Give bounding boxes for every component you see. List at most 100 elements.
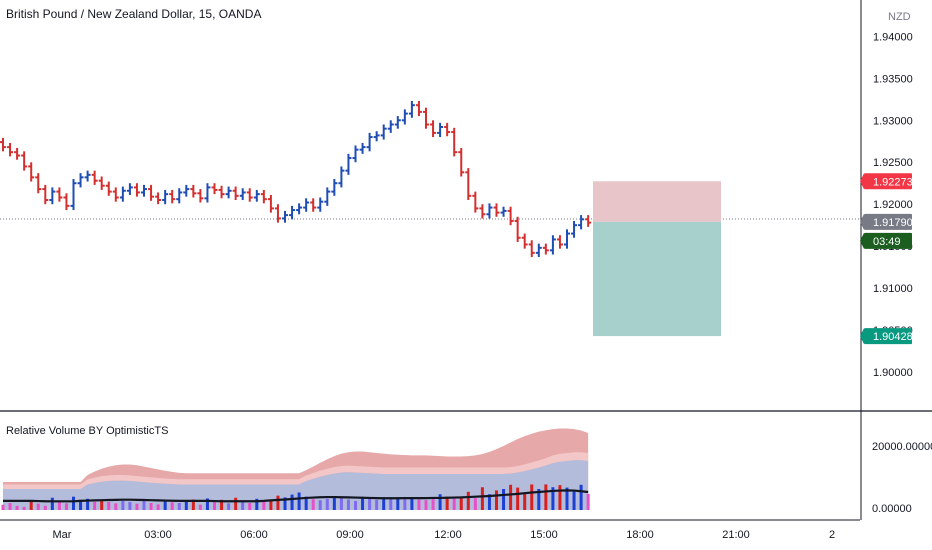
volume-bar bbox=[297, 492, 301, 510]
volume-bar bbox=[184, 500, 188, 510]
price-bar bbox=[296, 203, 303, 215]
volume-bar bbox=[86, 498, 90, 510]
price-bar bbox=[119, 186, 126, 202]
svg-text:1.91790: 1.91790 bbox=[873, 217, 913, 229]
indicator-pane[interactable]: Relative Volume BY OptimisticTS 20000.00… bbox=[1, 425, 932, 515]
short-position-tool[interactable] bbox=[593, 181, 721, 337]
price-bar bbox=[387, 120, 394, 133]
volume-bar bbox=[170, 502, 174, 510]
price-bar bbox=[380, 124, 387, 140]
volume-bar bbox=[241, 501, 245, 510]
svg-text:1.92273: 1.92273 bbox=[873, 176, 913, 188]
price-bar bbox=[274, 204, 281, 223]
price-bar bbox=[465, 168, 472, 200]
price-bar bbox=[289, 205, 296, 220]
time-tick-label: 2 bbox=[829, 529, 835, 541]
time-tick-label: 03:00 bbox=[144, 529, 172, 541]
volume-bar bbox=[558, 485, 562, 510]
svg-text:1.90428: 1.90428 bbox=[873, 331, 913, 343]
upper-band-highlight bbox=[3, 452, 589, 489]
price-bar bbox=[176, 188, 183, 204]
volume-bar bbox=[466, 491, 470, 510]
price-bar bbox=[415, 100, 422, 117]
price-tick-label: 1.94000 bbox=[873, 31, 913, 43]
volume-bar bbox=[382, 497, 386, 510]
price-tick-label: 1.91000 bbox=[873, 283, 913, 295]
price-bar bbox=[70, 179, 77, 211]
volume-bar bbox=[579, 484, 583, 510]
price-tick-label: 1.92000 bbox=[873, 199, 913, 211]
price-bar bbox=[303, 198, 310, 212]
volume-bar bbox=[530, 484, 534, 510]
volume-bar bbox=[375, 499, 379, 510]
price-bar bbox=[437, 122, 444, 138]
price-bar bbox=[7, 142, 14, 157]
price-bar bbox=[42, 184, 49, 205]
volume-bar bbox=[234, 497, 238, 510]
volume-bar bbox=[15, 505, 19, 510]
price-tick-label: 1.93500 bbox=[873, 73, 913, 85]
volume-bar bbox=[565, 487, 569, 510]
volume-bar bbox=[445, 496, 449, 510]
volume-bar bbox=[93, 501, 97, 510]
volume-bar bbox=[100, 499, 104, 510]
volume-bar bbox=[121, 500, 125, 510]
chart-title: British Pound / New Zealand Dollar, 15, … bbox=[6, 7, 261, 21]
price-bar bbox=[472, 191, 479, 213]
volume-bars bbox=[1, 484, 590, 510]
price-bar bbox=[56, 187, 63, 202]
price-bar bbox=[486, 203, 493, 219]
price-bar bbox=[84, 170, 91, 182]
price-bar bbox=[578, 215, 585, 230]
price-bar bbox=[458, 147, 465, 177]
volume-bar bbox=[339, 497, 343, 510]
volume-bar bbox=[495, 490, 498, 510]
price-bar bbox=[310, 198, 317, 212]
price-bar bbox=[500, 206, 507, 217]
price-bar bbox=[507, 206, 514, 226]
price-bar bbox=[246, 188, 253, 202]
volume-bar bbox=[523, 492, 527, 510]
price-bar bbox=[133, 183, 140, 197]
price-bar bbox=[239, 188, 246, 200]
volume-bar bbox=[502, 489, 506, 510]
price-bar bbox=[366, 132, 373, 152]
price-bar bbox=[451, 127, 458, 157]
volume-bar bbox=[368, 498, 372, 510]
stop-price-label: 1.92273 bbox=[860, 173, 913, 190]
time-tick-label: 09:00 bbox=[336, 529, 364, 541]
volume-bar bbox=[128, 501, 132, 510]
time-tick-label: Mar bbox=[53, 529, 72, 541]
volume-bar bbox=[50, 497, 54, 510]
stop-loss-zone[interactable] bbox=[593, 181, 721, 222]
volume-bar bbox=[177, 503, 181, 510]
price-bar bbox=[155, 192, 162, 205]
volume-bar bbox=[156, 504, 160, 510]
volume-bar bbox=[452, 497, 456, 510]
price-bar bbox=[571, 220, 578, 238]
volume-bar bbox=[8, 503, 12, 510]
svg-text:03:49: 03:49 bbox=[873, 236, 901, 248]
price-bar bbox=[253, 189, 260, 202]
countdown-price-label: 03:49 bbox=[860, 232, 912, 249]
volume-bar bbox=[213, 501, 216, 510]
volume-bar bbox=[290, 494, 294, 510]
price-bar bbox=[162, 189, 169, 205]
price-bar bbox=[585, 215, 592, 227]
volume-bar bbox=[586, 493, 590, 510]
entry-price-label: 1.91790 bbox=[860, 213, 913, 230]
price-bar bbox=[204, 183, 211, 203]
volume-bar bbox=[205, 498, 209, 510]
time-axis[interactable]: Mar 03:00 06:00 09:00 12:00 15:00 18:00 21:00 2 bbox=[53, 529, 836, 541]
price-bar bbox=[282, 210, 288, 223]
volume-bar bbox=[114, 503, 118, 510]
volume-bar bbox=[410, 498, 414, 510]
price-bar bbox=[183, 184, 190, 197]
take-profit-zone[interactable] bbox=[593, 221, 721, 337]
volume-bar bbox=[396, 497, 400, 510]
price-bar bbox=[63, 193, 70, 211]
volume-bar bbox=[191, 499, 195, 510]
price-axis[interactable]: NZD 1.94000 1.93500 1.93000 1.92500 1.92000 1… bbox=[860, 0, 913, 520]
price-bar bbox=[98, 176, 105, 190]
